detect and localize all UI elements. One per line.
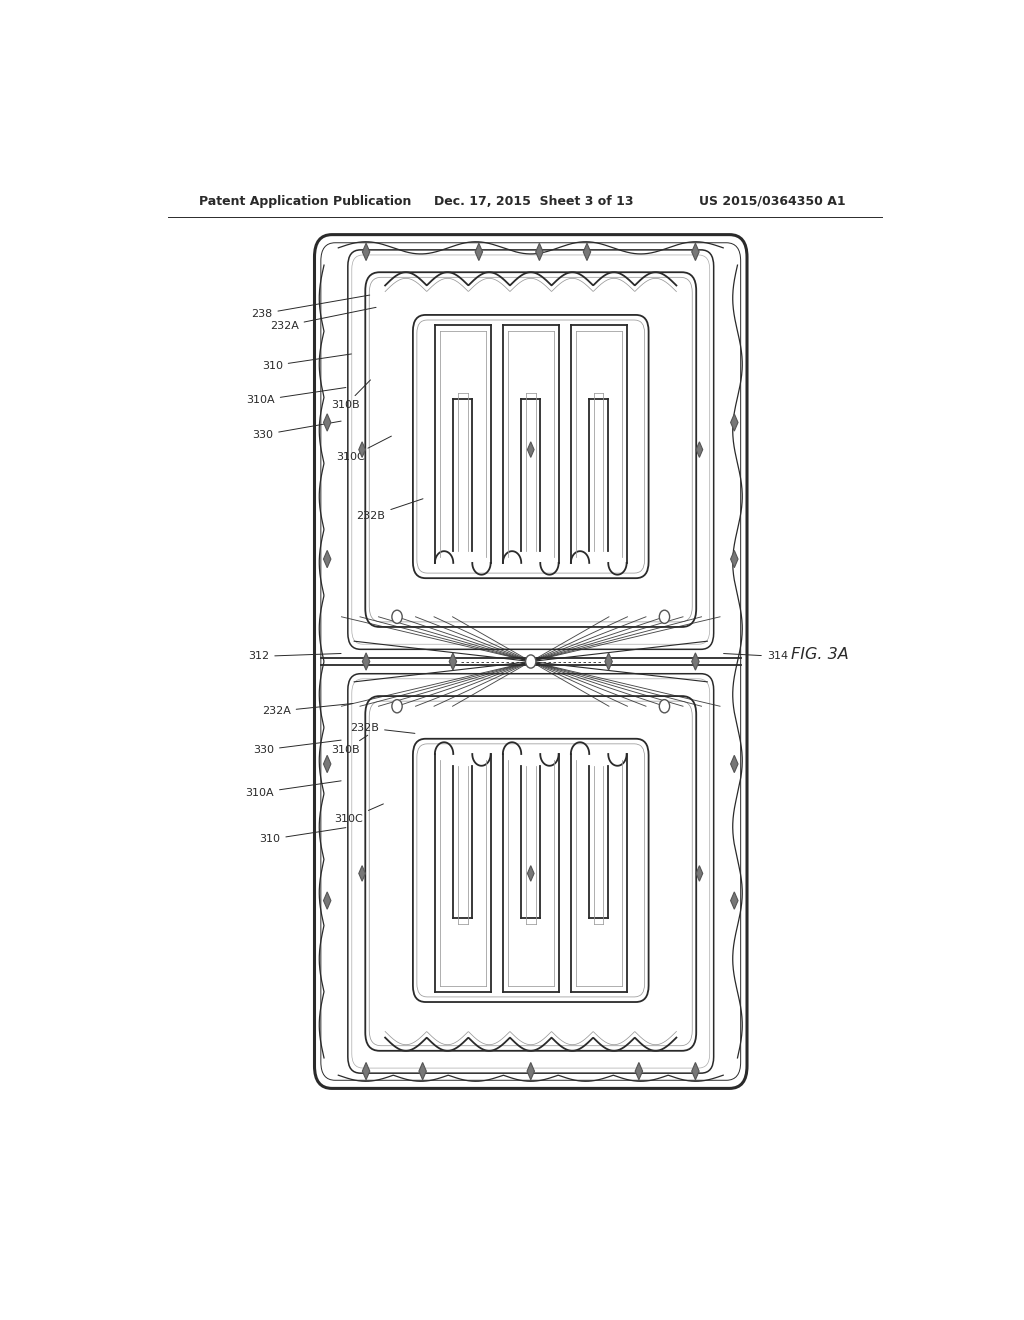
Text: 232B: 232B	[350, 722, 415, 734]
Polygon shape	[527, 866, 535, 882]
Polygon shape	[730, 550, 738, 568]
Polygon shape	[324, 755, 331, 772]
Circle shape	[392, 700, 402, 713]
FancyBboxPatch shape	[314, 235, 748, 1089]
Polygon shape	[692, 243, 699, 260]
Text: 232A: 232A	[269, 308, 376, 331]
Polygon shape	[536, 243, 543, 260]
Text: FIG. 3A: FIG. 3A	[791, 647, 849, 661]
Polygon shape	[696, 442, 702, 457]
Text: 310A: 310A	[246, 388, 346, 405]
Circle shape	[659, 610, 670, 623]
Text: 310A: 310A	[246, 781, 341, 797]
Polygon shape	[584, 243, 591, 260]
Text: 232A: 232A	[262, 704, 353, 717]
Text: 310: 310	[262, 354, 351, 371]
Text: 232B: 232B	[356, 499, 423, 521]
Polygon shape	[730, 755, 738, 772]
Polygon shape	[324, 892, 331, 909]
Text: 330: 330	[253, 741, 341, 755]
Text: 310C: 310C	[334, 804, 383, 824]
Polygon shape	[605, 653, 612, 671]
Text: Dec. 17, 2015  Sheet 3 of 13: Dec. 17, 2015 Sheet 3 of 13	[433, 194, 633, 207]
Text: 312: 312	[248, 652, 341, 661]
Circle shape	[525, 655, 536, 668]
Text: 310: 310	[259, 828, 346, 845]
Text: 314: 314	[724, 652, 788, 661]
Polygon shape	[362, 653, 370, 671]
Polygon shape	[362, 243, 370, 260]
Polygon shape	[527, 442, 535, 457]
Polygon shape	[635, 1063, 643, 1080]
Polygon shape	[419, 1063, 426, 1080]
Polygon shape	[692, 1063, 699, 1080]
Polygon shape	[450, 653, 457, 671]
Polygon shape	[730, 414, 738, 432]
Circle shape	[392, 610, 402, 623]
Polygon shape	[475, 243, 482, 260]
Text: 238: 238	[251, 296, 370, 319]
Text: 310B: 310B	[331, 735, 368, 755]
Text: 310C: 310C	[336, 436, 391, 462]
Polygon shape	[358, 442, 366, 457]
Text: 310B: 310B	[331, 380, 371, 411]
Polygon shape	[324, 414, 331, 432]
Polygon shape	[324, 550, 331, 568]
Text: US 2015/0364350 A1: US 2015/0364350 A1	[699, 194, 846, 207]
Polygon shape	[696, 866, 702, 882]
Polygon shape	[362, 1063, 370, 1080]
Text: 330: 330	[252, 421, 341, 440]
Text: Patent Application Publication: Patent Application Publication	[200, 194, 412, 207]
Polygon shape	[527, 1063, 535, 1080]
Polygon shape	[358, 866, 366, 882]
Polygon shape	[730, 892, 738, 909]
Polygon shape	[692, 653, 699, 671]
Circle shape	[659, 700, 670, 713]
